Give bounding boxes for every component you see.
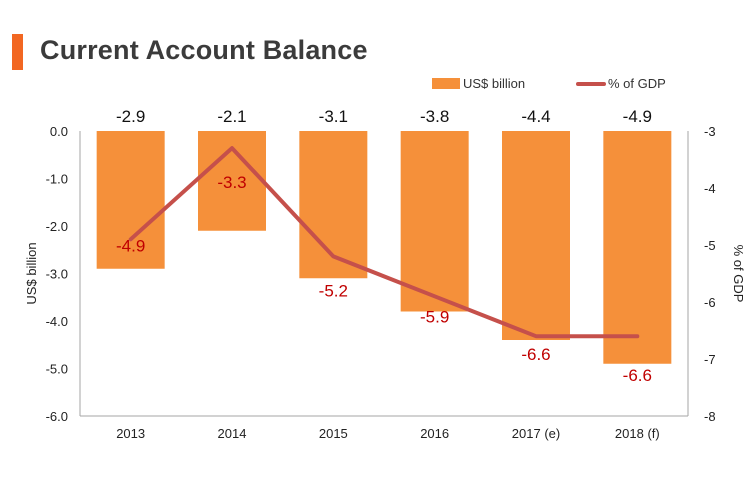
y-tick-label: -2.0 [46,219,68,234]
x-tick-label: 2018 (f) [615,426,660,441]
bar-value-label: -3.1 [319,107,348,126]
x-tick-label: 2017 (e) [512,426,560,441]
line-value-label: -4.9 [116,236,145,255]
line-value-label: -6.6 [623,366,652,385]
y2-tick-label: -5 [704,238,716,253]
y2-tick-label: -6 [704,295,716,310]
line-value-label: -5.2 [319,281,348,300]
bar [502,131,570,340]
x-tick-label: 2015 [319,426,348,441]
line-value-label: -5.9 [420,307,449,326]
y-tick-label: -3.0 [46,267,68,282]
y2-tick-label: -3 [704,124,716,139]
y2-tick-label: -7 [704,352,716,367]
legend-bar-swatch [432,78,460,89]
x-tick-label: 2013 [116,426,145,441]
chart-title: Current Account Balance [40,35,368,65]
line-value-label: -3.3 [217,173,246,192]
y2-tick-label: -8 [704,409,716,424]
y-tick-label: -5.0 [46,362,68,377]
y-tick-label: -6.0 [46,409,68,424]
bar [603,131,672,364]
x-tick-label: 2014 [218,426,247,441]
bar-value-label: -4.9 [623,107,652,126]
x-tick-label: 2016 [420,426,449,441]
legend-item-bars: US$ billion [432,76,525,91]
y-tick-label: -1.0 [46,172,68,187]
title-accent-bar [12,34,23,70]
legend-line-label: % of GDP [608,76,666,91]
bar [400,131,469,312]
y-tick-label: 0.0 [50,124,68,139]
y-tick-label: -4.0 [46,314,68,329]
y-axis-title: US$ billion [24,242,39,304]
gdp-line [128,146,640,339]
line-value-label: -6.6 [521,345,550,364]
bar-value-label: -3.8 [420,107,449,126]
legend-line-swatch [576,81,606,86]
legend-item-line: % of GDP [576,76,666,91]
legend-bar-label: US$ billion [463,76,526,91]
y2-tick-label: -4 [704,181,716,196]
bar-value-label: -2.1 [217,107,246,126]
bar-value-label: -4.4 [521,107,550,126]
y2-axis-title: % of GDP [731,245,746,303]
bar-value-label: -2.9 [116,107,145,126]
bar [96,131,165,269]
